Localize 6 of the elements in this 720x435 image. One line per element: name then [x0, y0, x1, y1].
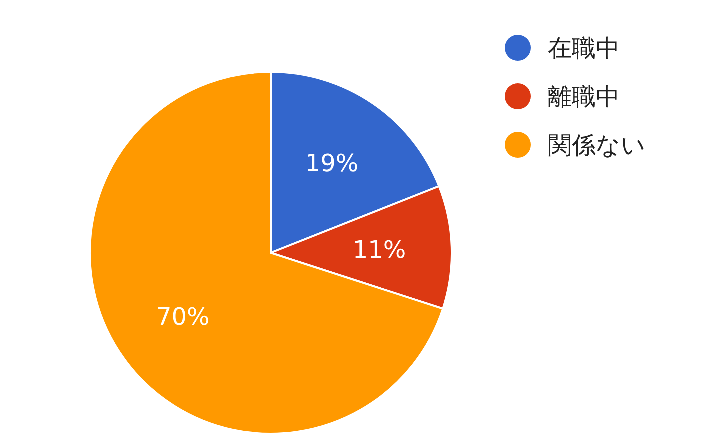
- data-label: 11%: [352, 236, 406, 264]
- data-label: 19%: [305, 150, 359, 178]
- data-label: 70%: [156, 303, 210, 332]
- legend-label: 離職中: [548, 82, 620, 111]
- legend-label: 関係ない: [548, 131, 646, 160]
- legend-label: 在職中: [548, 34, 620, 62]
